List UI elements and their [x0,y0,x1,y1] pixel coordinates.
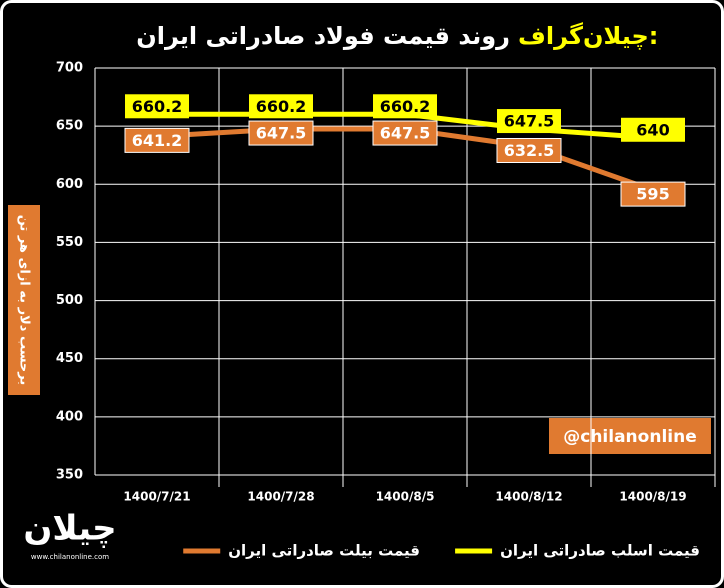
x-tick-label: 1400/8/19 [619,490,686,504]
data-label-box [496,137,562,163]
data-label: 641.2 [132,131,183,150]
chart-title: روند قیمت فولاد صادراتی ایران [136,22,510,50]
data-label-box [373,94,437,119]
data-label: 660.2 [132,97,183,116]
y-tick-label: 650 [56,119,83,134]
x-tick-label: 1400/7/21 [123,490,190,504]
x-tick-label: 1400/8/12 [495,490,562,504]
x-tick-label: 1400/8/5 [376,490,435,504]
data-label: 647.5 [380,124,431,143]
data-label-box [372,120,438,146]
data-label-box [497,109,561,134]
data-label-box [620,181,686,207]
data-label-box [125,94,189,119]
x-tick-label: 1400/7/28 [247,490,314,504]
website: www.chilanonline.com [31,553,109,561]
y-tick-label: 700 [56,61,83,76]
data-label-box [621,117,685,142]
y-tick-label: 550 [56,235,83,250]
logo: چیلان [23,509,116,549]
y-label-box [8,205,40,395]
data-label-box [124,127,190,153]
data-label: 632.5 [504,141,555,160]
y-tick-label: 500 [56,293,83,308]
data-label-box [248,120,314,146]
legend-label: قیمت بیلت صادراتی ایران [228,542,420,560]
title-prefix: چیلان‌گراف: [518,22,658,50]
data-label: 660.2 [380,97,431,116]
data-label-box [249,94,313,119]
data-label: 647.5 [256,124,307,143]
legend-label: قیمت اسلب صادراتی ایران [500,542,700,560]
watermark-box [549,418,711,454]
data-label: 595 [636,185,669,204]
data-label: 647.5 [504,112,555,131]
y-tick-label: 400 [56,409,83,424]
watermark: @chilanonline [563,427,696,447]
data-label: 660.2 [256,97,307,116]
y-tick-label: 450 [56,351,83,366]
y-tick-label: 350 [56,468,83,483]
y-axis-label: برحسب دلار به ازای هر تن [17,215,32,386]
y-tick-label: 600 [56,177,83,192]
data-label: 640 [636,120,669,139]
